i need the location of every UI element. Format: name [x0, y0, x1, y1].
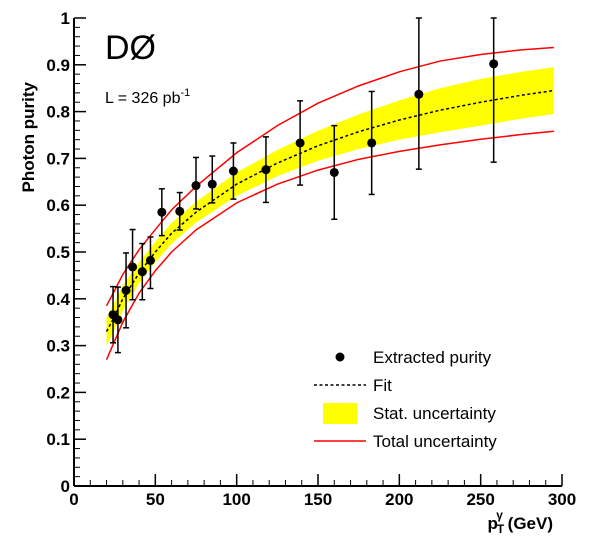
- data-point-marker: [191, 181, 201, 191]
- data-point: [367, 90, 377, 196]
- data-point-marker: [207, 179, 217, 189]
- data-point-marker: [175, 206, 185, 216]
- data-point-marker: [137, 267, 147, 277]
- data-point-marker: [113, 315, 123, 325]
- stat-uncertainty-band: [106, 67, 554, 346]
- y-tick-label: 0.2: [46, 383, 70, 402]
- legend-label-fit: Fit: [373, 376, 392, 395]
- data-point-marker: [295, 138, 305, 148]
- y-axis-title: Photon purity: [19, 81, 38, 192]
- x-tick-label: 100: [222, 490, 250, 509]
- data-point: [191, 156, 201, 210]
- y-tick-label: 0.4: [46, 290, 70, 309]
- data-point-marker: [329, 167, 339, 177]
- legend-label-stat-uncertainty: Stat. uncertainty: [373, 404, 496, 423]
- data-point: [121, 252, 131, 329]
- data-point: [489, 17, 499, 163]
- y-tick-label: 0.8: [46, 103, 70, 122]
- x-axis-title: pTγ (GeV): [488, 508, 553, 536]
- data-point: [137, 242, 147, 301]
- experiment-title: DØ: [105, 29, 156, 67]
- x-tick-label: 300: [548, 490, 576, 509]
- point-layer: [108, 17, 499, 354]
- data-point: [128, 228, 138, 301]
- data-point: [207, 155, 217, 204]
- y-tick-label: 0.7: [46, 149, 70, 168]
- data-point: [145, 236, 155, 290]
- x-tick-label: 50: [146, 490, 165, 509]
- data-point: [261, 136, 271, 204]
- data-point-marker: [367, 138, 377, 148]
- data-point-marker: [121, 285, 131, 295]
- x-tick-label: 0: [69, 490, 78, 509]
- y-tick-label: 0.5: [46, 243, 70, 262]
- band-layer: [106, 67, 554, 346]
- data-point: [295, 100, 305, 186]
- x-tick-label: 250: [466, 490, 494, 509]
- data-point-marker: [228, 166, 238, 176]
- axis-layer: 0 0.1 0.2 0.3 0.4 0.5 0.6 0.7 0.8 0.9 1 0 50 100 150 20…: [46, 9, 576, 509]
- curve-layer: [105, 46, 554, 360]
- y-tick-label: 1: [61, 9, 70, 28]
- legend: Extracted purity Fit Stat. uncertainty T…: [314, 348, 497, 451]
- data-point-marker: [145, 255, 155, 265]
- luminosity-label: L = 326 pb-1: [105, 87, 190, 107]
- data-point-marker: [414, 89, 424, 99]
- data-point-marker: [128, 262, 138, 272]
- total-uncertainty-upper-curve: [105, 46, 554, 307]
- y-tick-label: 0.9: [46, 56, 70, 75]
- y-tick-label: 0: [61, 477, 70, 496]
- data-point-marker: [489, 59, 499, 69]
- data-point-marker: [157, 207, 167, 217]
- data-point: [414, 17, 424, 170]
- legend-marker-extracted-purity: [335, 352, 345, 362]
- legend-marker-stat-uncertainty: [323, 403, 357, 424]
- y-tick-label: 0.3: [46, 337, 70, 356]
- total-uncertainty-lower-curve: [105, 130, 554, 360]
- fit-curve: [105, 89, 554, 332]
- y-tick-label: 0.1: [46, 430, 70, 449]
- legend-label-total-uncertainty: Total uncertainty: [373, 432, 497, 451]
- data-point-marker: [261, 165, 271, 175]
- data-point: [228, 142, 238, 200]
- legend-label-extracted-purity: Extracted purity: [373, 348, 492, 367]
- data-point: [329, 124, 339, 220]
- data-point: [157, 188, 167, 237]
- data-point: [113, 286, 123, 354]
- x-tick-label: 200: [385, 490, 413, 509]
- y-tick-label: 0.6: [46, 196, 70, 215]
- x-tick-label: 150: [304, 490, 332, 509]
- data-point: [175, 191, 185, 231]
